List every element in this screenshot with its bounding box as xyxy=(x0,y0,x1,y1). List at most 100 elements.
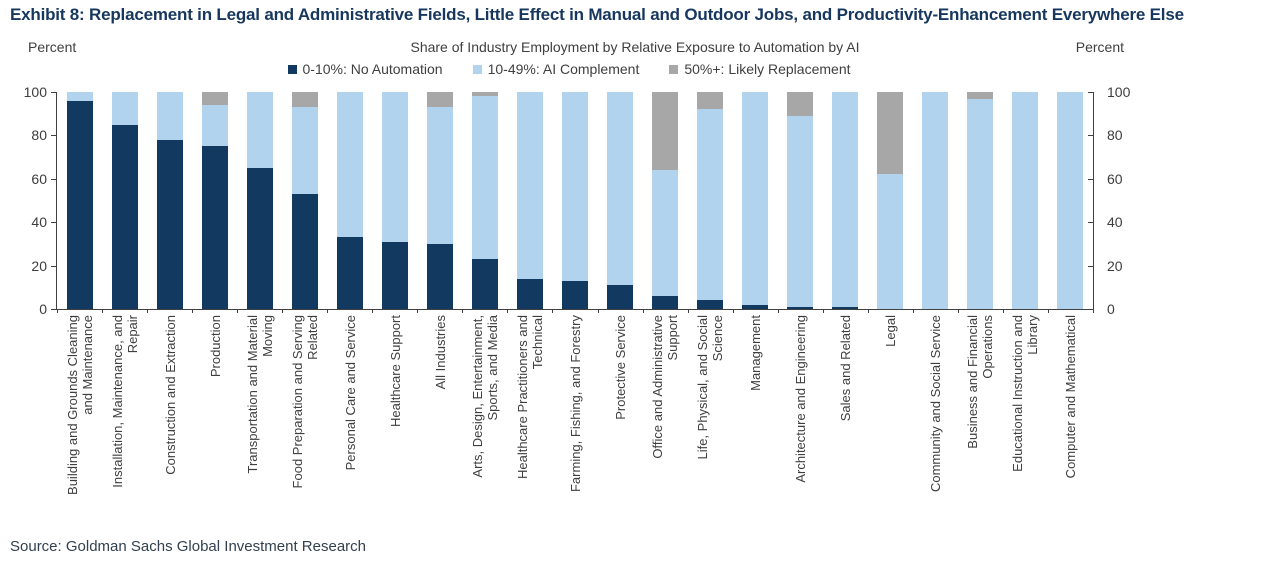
x-axis-label: Production xyxy=(207,315,223,378)
bar-segment xyxy=(426,107,453,244)
bar-segment xyxy=(66,92,93,101)
tick-mark xyxy=(51,135,57,137)
tick-mark xyxy=(778,309,779,313)
stacked-bar xyxy=(787,92,814,309)
x-axis-label: Computer and Mathematical xyxy=(1062,315,1078,479)
chart-plot-area xyxy=(57,92,1093,309)
bar-slot xyxy=(237,92,282,309)
x-axis-label: Life, Physical, and Social Science xyxy=(695,315,726,460)
y-tick-label-right: 60 xyxy=(1107,170,1123,187)
tick-mark xyxy=(868,309,869,313)
bar-slot xyxy=(372,92,417,309)
tick-mark xyxy=(1093,309,1094,313)
stacked-bar xyxy=(1057,92,1084,309)
y-tick-label-right: 80 xyxy=(1107,127,1123,144)
x-axis-labels: Building and Grounds Cleaning and Mainte… xyxy=(57,313,1093,539)
y-tick-label-right: 40 xyxy=(1107,214,1123,231)
bar-slot xyxy=(57,92,102,309)
tick-mark xyxy=(1088,92,1094,93)
bar-segment xyxy=(832,306,859,309)
tick-mark xyxy=(372,309,373,313)
x-axis-label: Office and Administrative Support xyxy=(650,315,681,459)
stacked-bar xyxy=(607,92,634,309)
bar-segment xyxy=(201,92,228,106)
bar-segment xyxy=(246,167,273,309)
tick-mark xyxy=(643,309,644,313)
bar-segment xyxy=(201,105,228,147)
x-axis-label: Farming, Fishing, and Forestry xyxy=(567,315,583,493)
bar-segment xyxy=(787,115,814,307)
legend-label: 50%+: Likely Replacement xyxy=(684,61,851,77)
tick-mark xyxy=(733,309,734,313)
left-axis-unit-label: Percent xyxy=(28,39,77,55)
bar-slot xyxy=(462,92,507,309)
bar-segment xyxy=(877,92,904,175)
bar-segment xyxy=(246,92,273,168)
bar-segment xyxy=(967,92,994,99)
axis-line xyxy=(56,309,1094,310)
y-tick-label-left: 40 xyxy=(31,214,47,231)
x-axis-label: Healthcare Practitioners and Technical xyxy=(514,315,545,480)
tick-mark xyxy=(507,309,508,313)
bar-segment xyxy=(832,92,859,307)
axis-line xyxy=(1093,92,1094,310)
bar-slot xyxy=(327,92,372,309)
bar-segment xyxy=(381,92,408,242)
bar-segment xyxy=(1057,92,1084,309)
tick-mark xyxy=(462,309,463,313)
x-axis-label: Business and Financial Operations xyxy=(965,315,996,449)
bar-segment xyxy=(652,92,679,171)
bar-segment xyxy=(516,278,543,309)
bar-slot xyxy=(282,92,327,309)
stacked-bar xyxy=(697,92,724,309)
stacked-bar xyxy=(426,92,453,309)
legend-label: 0-10%: No Automation xyxy=(302,61,443,77)
bar-slot xyxy=(643,92,688,309)
y-tick-label-right: 0 xyxy=(1107,301,1115,317)
stacked-bar xyxy=(742,92,769,309)
bar-slot xyxy=(868,92,913,309)
stacked-bar xyxy=(877,92,904,309)
stacked-bar xyxy=(967,92,994,309)
bar-slot xyxy=(417,92,462,309)
bar-segment xyxy=(471,259,498,309)
tick-mark xyxy=(1088,265,1094,267)
tick-mark xyxy=(1088,309,1094,310)
tick-mark xyxy=(192,309,193,313)
bar-segment xyxy=(561,280,588,309)
bar-segment xyxy=(336,92,363,238)
bar-segment xyxy=(697,300,724,309)
legend-item-ai-complement: 10-49%: AI Complement xyxy=(472,61,639,77)
stacked-bar xyxy=(561,92,588,309)
bar-slot xyxy=(958,92,1003,309)
bar-segment xyxy=(156,92,183,140)
y-tick-label-left: 20 xyxy=(31,257,47,274)
tick-mark xyxy=(1088,178,1094,180)
bar-segment xyxy=(922,92,949,309)
stacked-bar xyxy=(246,92,273,309)
bar-segment xyxy=(742,92,769,305)
x-axis-label: Food Preparation and Serving Related xyxy=(289,315,320,489)
x-axis-label: Arts, Design, Entertainment, Sports, and… xyxy=(469,315,500,478)
stacked-bar xyxy=(156,92,183,309)
y-tick-label-left: 80 xyxy=(31,127,47,144)
page-title: Exhibit 8: Replacement in Legal and Admi… xyxy=(10,5,1184,24)
axis-line xyxy=(56,92,57,310)
tick-mark xyxy=(552,309,553,313)
x-axis-label: Sales and Related xyxy=(837,315,853,422)
tick-mark xyxy=(327,309,328,313)
bar-segment xyxy=(561,92,588,281)
bar-segment xyxy=(516,92,543,279)
tick-mark xyxy=(147,309,148,313)
bar-segment xyxy=(291,194,318,309)
legend-item-no-automation: 0-10%: No Automation xyxy=(287,61,443,77)
y-tick-label-right: 20 xyxy=(1107,257,1123,274)
bar-segment xyxy=(697,92,724,110)
tick-mark xyxy=(57,309,58,313)
stacked-bar xyxy=(516,92,543,309)
stacked-bar xyxy=(336,92,363,309)
stacked-bar xyxy=(201,92,228,309)
bar-segment xyxy=(336,237,363,309)
tick-mark xyxy=(1003,309,1004,313)
